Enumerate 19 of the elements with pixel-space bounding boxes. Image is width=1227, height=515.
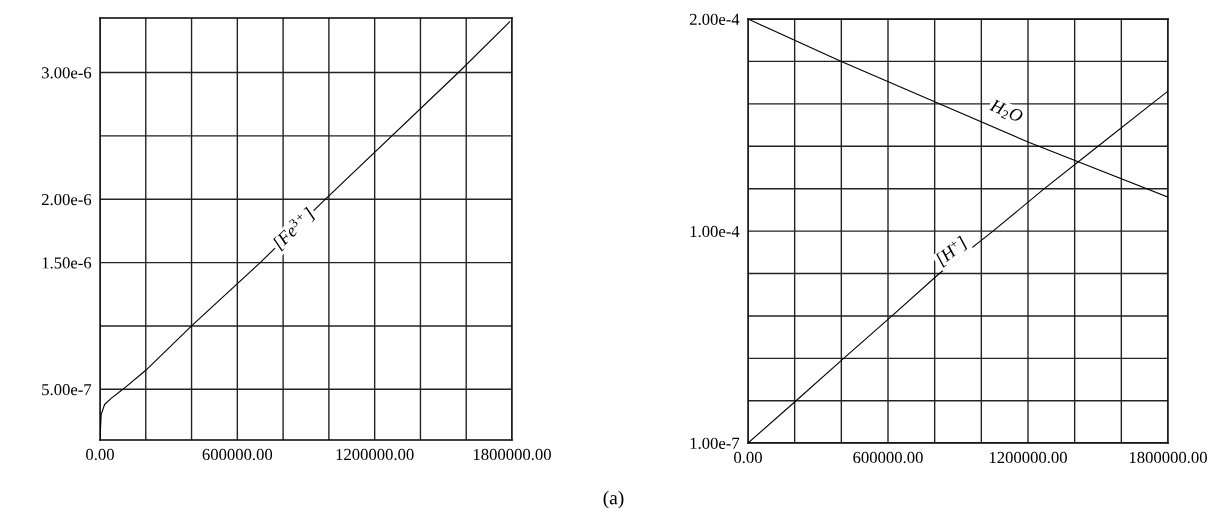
x-tick-label: 600000.00	[853, 451, 923, 464]
y-tick-label: 1.00e-7	[690, 437, 740, 450]
x-tick-label: 0.00	[734, 451, 762, 464]
x-tick-label: 600000.00	[202, 448, 273, 461]
y-tick-label: 1.50e-6	[42, 257, 92, 269]
annotation: H$_{2}$O	[988, 98, 1024, 125]
text: (a)	[603, 490, 624, 509]
x-tick-label: 1800000.00	[473, 448, 551, 461]
y-tick-label: 3.00e-6	[42, 67, 92, 79]
annotation: [Fe$^{3+}$]	[270, 205, 317, 252]
y-tick-label: 2.00e-4	[689, 13, 740, 26]
y-tick-label: 5.00e-7	[42, 384, 92, 396]
x-tick-label: 1200000.00	[989, 451, 1067, 464]
y-tick-label: 2.00e-6	[41, 193, 92, 206]
x-tick-label: 0.00	[86, 448, 114, 461]
annotation: [H$^{+}$]	[933, 235, 970, 268]
x-tick-label: 1200000.00	[336, 448, 414, 461]
x-tick-label: 1800000.00	[1129, 451, 1207, 464]
y-tick-label: 1.00e-4	[690, 225, 740, 238]
